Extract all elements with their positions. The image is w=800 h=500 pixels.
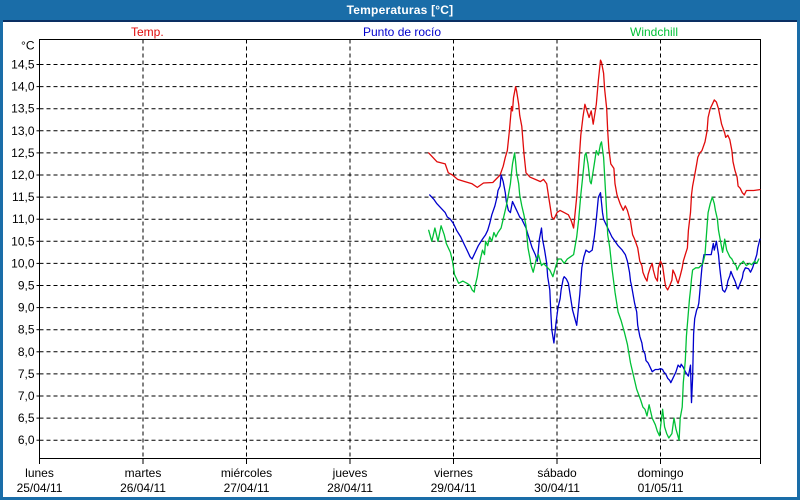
y-tick-label: 6,5 [18,411,35,425]
y-tick-label: 6,0 [18,433,35,447]
y-tick-label: 13,5 [11,102,35,116]
x-date-label: 01/05/11 [638,481,684,495]
x-day-label: miércoles [221,466,272,480]
y-tick-label: 7,5 [18,367,35,381]
dew-point-line [429,174,761,404]
x-day-label: viernes [434,466,473,480]
temp-line [428,59,761,291]
y-tick-label: 13,0 [11,124,35,138]
y-tick-label: 10,0 [11,256,35,270]
title-bar: Temperaturas [°C] [0,0,800,22]
y-tick-label: 9,5 [18,279,35,293]
legend-dewpoint-label: Punto de rocío [363,25,442,39]
y-tick-label: 10,5 [11,234,35,248]
y-tick-label: 14,0 [11,80,35,94]
x-day-label: domingo [637,466,683,480]
legend-temp-label: Temp. [131,25,164,39]
window-border-left [0,0,3,500]
legend-windchill-label: Windchill [630,25,679,39]
y-tick-label: 9,0 [18,301,35,315]
y-tick-label: 8,0 [18,345,35,359]
x-day-label: lunes [25,466,54,480]
y-tick-label: 8,5 [18,323,35,337]
plot-frame [39,39,761,459]
y-tick-label: 11,5 [12,190,35,204]
x-day-label: jueves [332,466,368,480]
windchill-line [428,141,760,441]
x-date-label: 27/04/11 [224,481,270,495]
y-tick-label: 11,0 [12,212,35,226]
x-day-label: sábado [537,466,577,480]
y-tick-label: 14,5 [11,58,35,72]
x-date-label: 28/04/11 [327,481,373,495]
x-day-label: martes [125,466,162,480]
window-border-bottom [0,497,800,500]
x-date-label: 25/04/11 [17,481,63,495]
y-tick-label: 12,0 [11,168,35,182]
window-title: Temperaturas [°C] [346,3,454,17]
y-tick-label: 7,0 [18,389,35,403]
x-date-label: 30/04/11 [534,481,580,495]
window-border-right [797,0,800,500]
x-date-label: 29/04/11 [431,481,477,495]
y-axis-unit-label: °C [21,39,35,53]
x-date-label: 26/04/11 [120,481,166,495]
y-tick-label: 12,5 [11,146,35,160]
